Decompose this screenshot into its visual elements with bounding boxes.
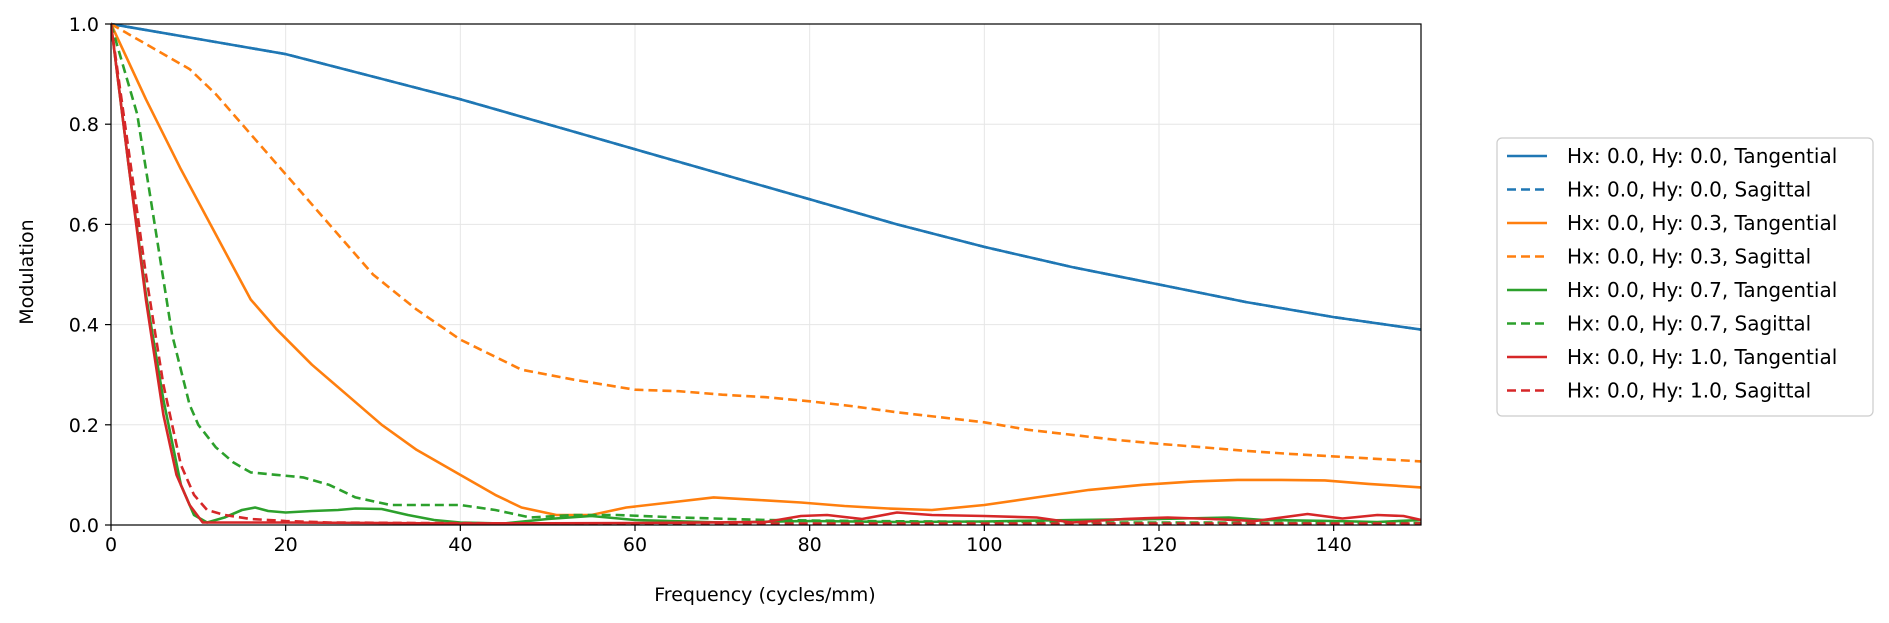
legend-label: Hx: 0.0, Hy: 0.7, Sagittal	[1567, 312, 1811, 336]
x-tick-label: 100	[966, 534, 1002, 556]
x-tick-label: 40	[448, 534, 472, 556]
x-tick-label: 140	[1316, 534, 1352, 556]
legend-label: Hx: 0.0, Hy: 0.7, Tangential	[1567, 278, 1837, 302]
series-line-2	[111, 22, 1421, 331]
y-axis-title: Modulation	[16, 219, 38, 324]
x-tick-label: 0	[105, 534, 117, 556]
series-line-8	[111, 23, 1421, 525]
x-tick-label: 20	[274, 534, 298, 556]
plot-series	[111, 22, 1421, 525]
legend-label: Hx: 0.0, Hy: 0.0, Tangential	[1567, 144, 1837, 168]
legend-box	[1496, 137, 1874, 417]
series-line-1	[111, 22, 1421, 331]
series-line-6	[111, 23, 1421, 525]
x-tick-label: 80	[798, 534, 822, 556]
series-line-4	[111, 22, 1421, 463]
x-tick-label: 60	[623, 534, 647, 556]
legend-label: Hx: 0.0, Hy: 0.0, Sagittal	[1567, 178, 1811, 202]
series-line-7	[111, 22, 1421, 525]
x-tick-label: 120	[1141, 534, 1177, 556]
legend-label: Hx: 0.0, Hy: 1.0, Sagittal	[1567, 379, 1811, 403]
y-tick-label: 0.6	[69, 214, 99, 236]
legend-label: Hx: 0.0, Hy: 0.3, Sagittal	[1567, 245, 1811, 269]
y-tick-label: 1.0	[69, 14, 99, 36]
axes: 0 20 40 60 80 100 120 140 0.0 0.2 0.4 0.6 0.8 1.0	[69, 14, 1352, 556]
legend: Hx: 0.0, Hy: 0.0, Tangential Hx: 0.0, Hy:…	[1496, 137, 1874, 417]
plot-frame	[110, 23, 1422, 526]
y-tick-label: 0.0	[69, 515, 99, 537]
x-axis-title: Frequency (cycles/mm)	[654, 584, 875, 606]
series-line-3	[111, 22, 1421, 517]
y-tick-label: 0.2	[69, 415, 99, 437]
legend-label: Hx: 0.0, Hy: 0.3, Tangential	[1567, 211, 1837, 235]
y-tick-label: 0.8	[69, 114, 99, 136]
legend-label: Hx: 0.0, Hy: 1.0, Tangential	[1567, 345, 1837, 369]
y-tick-label: 0.4	[69, 315, 99, 337]
